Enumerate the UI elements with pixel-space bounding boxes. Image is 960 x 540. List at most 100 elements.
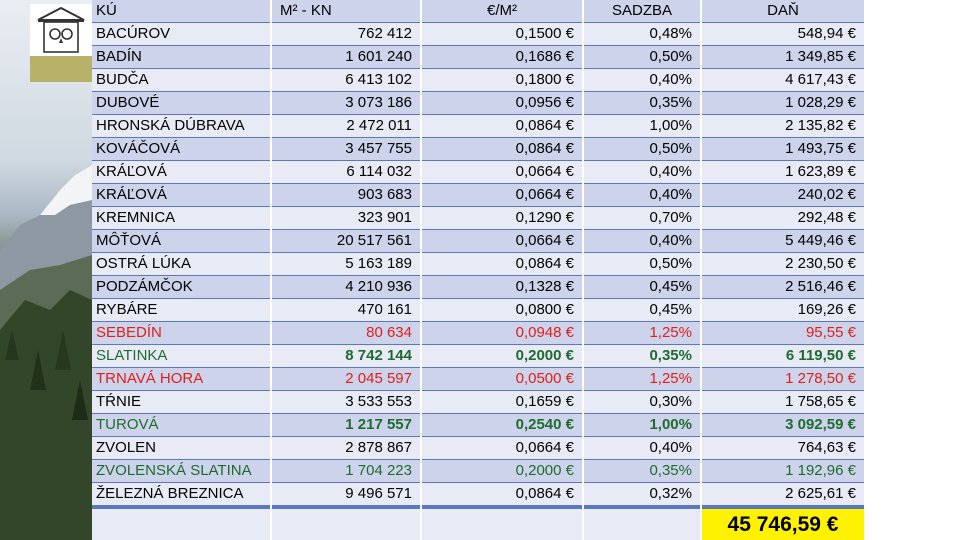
logo-strip bbox=[30, 56, 92, 82]
rate-cell: 1,25% bbox=[584, 368, 700, 390]
ku-cell: KRÁĽOVÁ bbox=[92, 161, 270, 183]
area-cell: 762 412 bbox=[272, 23, 420, 45]
area-cell: 323 901 bbox=[272, 207, 420, 229]
rate-cell: 0,40% bbox=[584, 161, 700, 183]
rate-cell: 0,50% bbox=[584, 138, 700, 160]
area-cell: 8 742 144 bbox=[272, 345, 420, 367]
tax-cell: 764,63 € bbox=[702, 437, 864, 459]
tax-cell: 2 625,61 € bbox=[702, 483, 864, 505]
area-cell: 4 210 936 bbox=[272, 276, 420, 298]
ku-cell: ZVOLENSKÁ SLATINA bbox=[92, 460, 270, 482]
ku-cell: SEBEDÍN bbox=[92, 322, 270, 344]
table-row: RYBÁRE 470 161 0,0800 €0,45% 169,26 € bbox=[92, 299, 864, 321]
area-cell: 80 634 bbox=[272, 322, 420, 344]
header-tax: DAŇ bbox=[702, 0, 864, 22]
table-row: DUBOVÉ 3 073 186 0,0956 €0,35% 1 028,29 € bbox=[92, 92, 864, 114]
header-ku: KÚ bbox=[92, 0, 270, 22]
rate-cell: 1,00% bbox=[584, 115, 700, 137]
tax-cell: 6 119,50 € bbox=[702, 345, 864, 367]
tax-cell: 1 192,96 € bbox=[702, 460, 864, 482]
price-cell: 0,0864 € bbox=[422, 138, 582, 160]
tax-cell: 169,26 € bbox=[702, 299, 864, 321]
tax-cell: 2 230,50 € bbox=[702, 253, 864, 275]
price-cell: 0,1290 € bbox=[422, 207, 582, 229]
tax-cell: 1 758,65 € bbox=[702, 391, 864, 413]
price-cell: 0,0864 € bbox=[422, 253, 582, 275]
table-row: KREMNICA 323 901 0,1290 €0,70% 292,48 € bbox=[92, 207, 864, 229]
tax-cell: 1 349,85 € bbox=[702, 46, 864, 68]
table-row: KOVÁČOVÁ 3 457 755 0,0864 €0,50% 1 493,75 € bbox=[92, 138, 864, 160]
header-price: €/M² bbox=[422, 0, 582, 22]
tax-cell: 4 617,43 € bbox=[702, 69, 864, 91]
ku-cell: ZVOLEN bbox=[92, 437, 270, 459]
ku-cell: RYBÁRE bbox=[92, 299, 270, 321]
ku-cell: KOVÁČOVÁ bbox=[92, 138, 270, 160]
rate-cell: 0,50% bbox=[584, 46, 700, 68]
price-cell: 0,1328 € bbox=[422, 276, 582, 298]
price-cell: 0,0956 € bbox=[422, 92, 582, 114]
header-rate: SADZBA bbox=[584, 0, 700, 22]
rate-cell: 0,40% bbox=[584, 69, 700, 91]
tax-cell: 1 028,29 € bbox=[702, 92, 864, 114]
area-cell: 2 045 597 bbox=[272, 368, 420, 390]
area-cell: 2 878 867 bbox=[272, 437, 420, 459]
tax-cell: 1 623,89 € bbox=[702, 161, 864, 183]
table-row: OSTRÁ LÚKA 5 163 189 0,0864 €0,50% 2 230,50… bbox=[92, 253, 864, 275]
area-cell: 9 496 571 bbox=[272, 483, 420, 505]
rate-cell: 0,45% bbox=[584, 299, 700, 321]
ku-cell: KREMNICA bbox=[92, 207, 270, 229]
price-cell: 0,0948 € bbox=[422, 322, 582, 344]
rate-cell: 0,40% bbox=[584, 184, 700, 206]
ku-cell: BADÍN bbox=[92, 46, 270, 68]
ku-cell: HRONSKÁ DÚBRAVA bbox=[92, 115, 270, 137]
price-cell: 0,0864 € bbox=[422, 115, 582, 137]
tax-cell: 548,94 € bbox=[702, 23, 864, 45]
area-cell: 20 517 561 bbox=[272, 230, 420, 252]
price-cell: 0,0664 € bbox=[422, 184, 582, 206]
ku-cell: MÔŤOVÁ bbox=[92, 230, 270, 252]
ku-cell: DUBOVÉ bbox=[92, 92, 270, 114]
table-row: ZVOLENSKÁ SLATINA 1 704 223 0,2000 €0,35% 1… bbox=[92, 460, 864, 482]
table-row: BACÚROV 762 412 0,1500 €0,48% 548,94 € bbox=[92, 23, 864, 45]
table-row: ŽELEZNÁ BREZNICA 9 496 571 0,0864 €0,32% 2 … bbox=[92, 483, 864, 505]
rate-cell: 0,35% bbox=[584, 345, 700, 367]
logo bbox=[30, 4, 92, 82]
rate-cell: 0,70% bbox=[584, 207, 700, 229]
header-area: M² - KN bbox=[272, 0, 420, 22]
ku-cell: BUDČA bbox=[92, 69, 270, 91]
price-cell: 0,1500 € bbox=[422, 23, 582, 45]
tax-cell: 240,02 € bbox=[702, 184, 864, 206]
owl-logo-icon bbox=[37, 6, 85, 53]
area-cell: 1 217 557 bbox=[272, 414, 420, 436]
tax-cell: 2 135,82 € bbox=[702, 115, 864, 137]
price-cell: 0,1800 € bbox=[422, 69, 582, 91]
ku-cell: OSTRÁ LÚKA bbox=[92, 253, 270, 275]
area-cell: 2 472 011 bbox=[272, 115, 420, 137]
ku-cell: PODZÁMČOK bbox=[92, 276, 270, 298]
ku-cell: TŔNIE bbox=[92, 391, 270, 413]
rate-cell: 1,00% bbox=[584, 414, 700, 436]
ku-cell: KRÁĽOVÁ bbox=[92, 184, 270, 206]
ku-cell: TRNAVÁ HORA bbox=[92, 368, 270, 390]
area-cell: 6 413 102 bbox=[272, 69, 420, 91]
price-cell: 0,0500 € bbox=[422, 368, 582, 390]
table-row: SLATINKA 8 742 144 0,2000 €0,35% 6 119,50 € bbox=[92, 345, 864, 367]
area-cell: 470 161 bbox=[272, 299, 420, 321]
area-cell: 1 704 223 bbox=[272, 460, 420, 482]
ku-cell: BACÚROV bbox=[92, 23, 270, 45]
rate-cell: 0,50% bbox=[584, 253, 700, 275]
price-cell: 0,2540 € bbox=[422, 414, 582, 436]
area-cell: 1 601 240 bbox=[272, 46, 420, 68]
rate-cell: 0,45% bbox=[584, 276, 700, 298]
table-row: HRONSKÁ DÚBRAVA 2 472 011 0,0864 €1,00% 2 1… bbox=[92, 115, 864, 137]
area-cell: 6 114 032 bbox=[272, 161, 420, 183]
tax-cell: 2 516,46 € bbox=[702, 276, 864, 298]
price-cell: 0,0800 € bbox=[422, 299, 582, 321]
price-cell: 0,0664 € bbox=[422, 161, 582, 183]
rate-cell: 0,32% bbox=[584, 483, 700, 505]
table-row: TRNAVÁ HORA 2 045 597 0,0500 €1,25% 1 278,5… bbox=[92, 368, 864, 390]
tax-table: KÚ M² - KN €/M² SADZBA DAŇ BACÚROV 762 412 0,15… bbox=[92, 0, 864, 540]
area-cell: 3 457 755 bbox=[272, 138, 420, 160]
table-row: ZVOLEN 2 878 867 0,0664 €0,40% 764,63 € bbox=[92, 437, 864, 459]
tax-cell: 3 092,59 € bbox=[702, 414, 864, 436]
